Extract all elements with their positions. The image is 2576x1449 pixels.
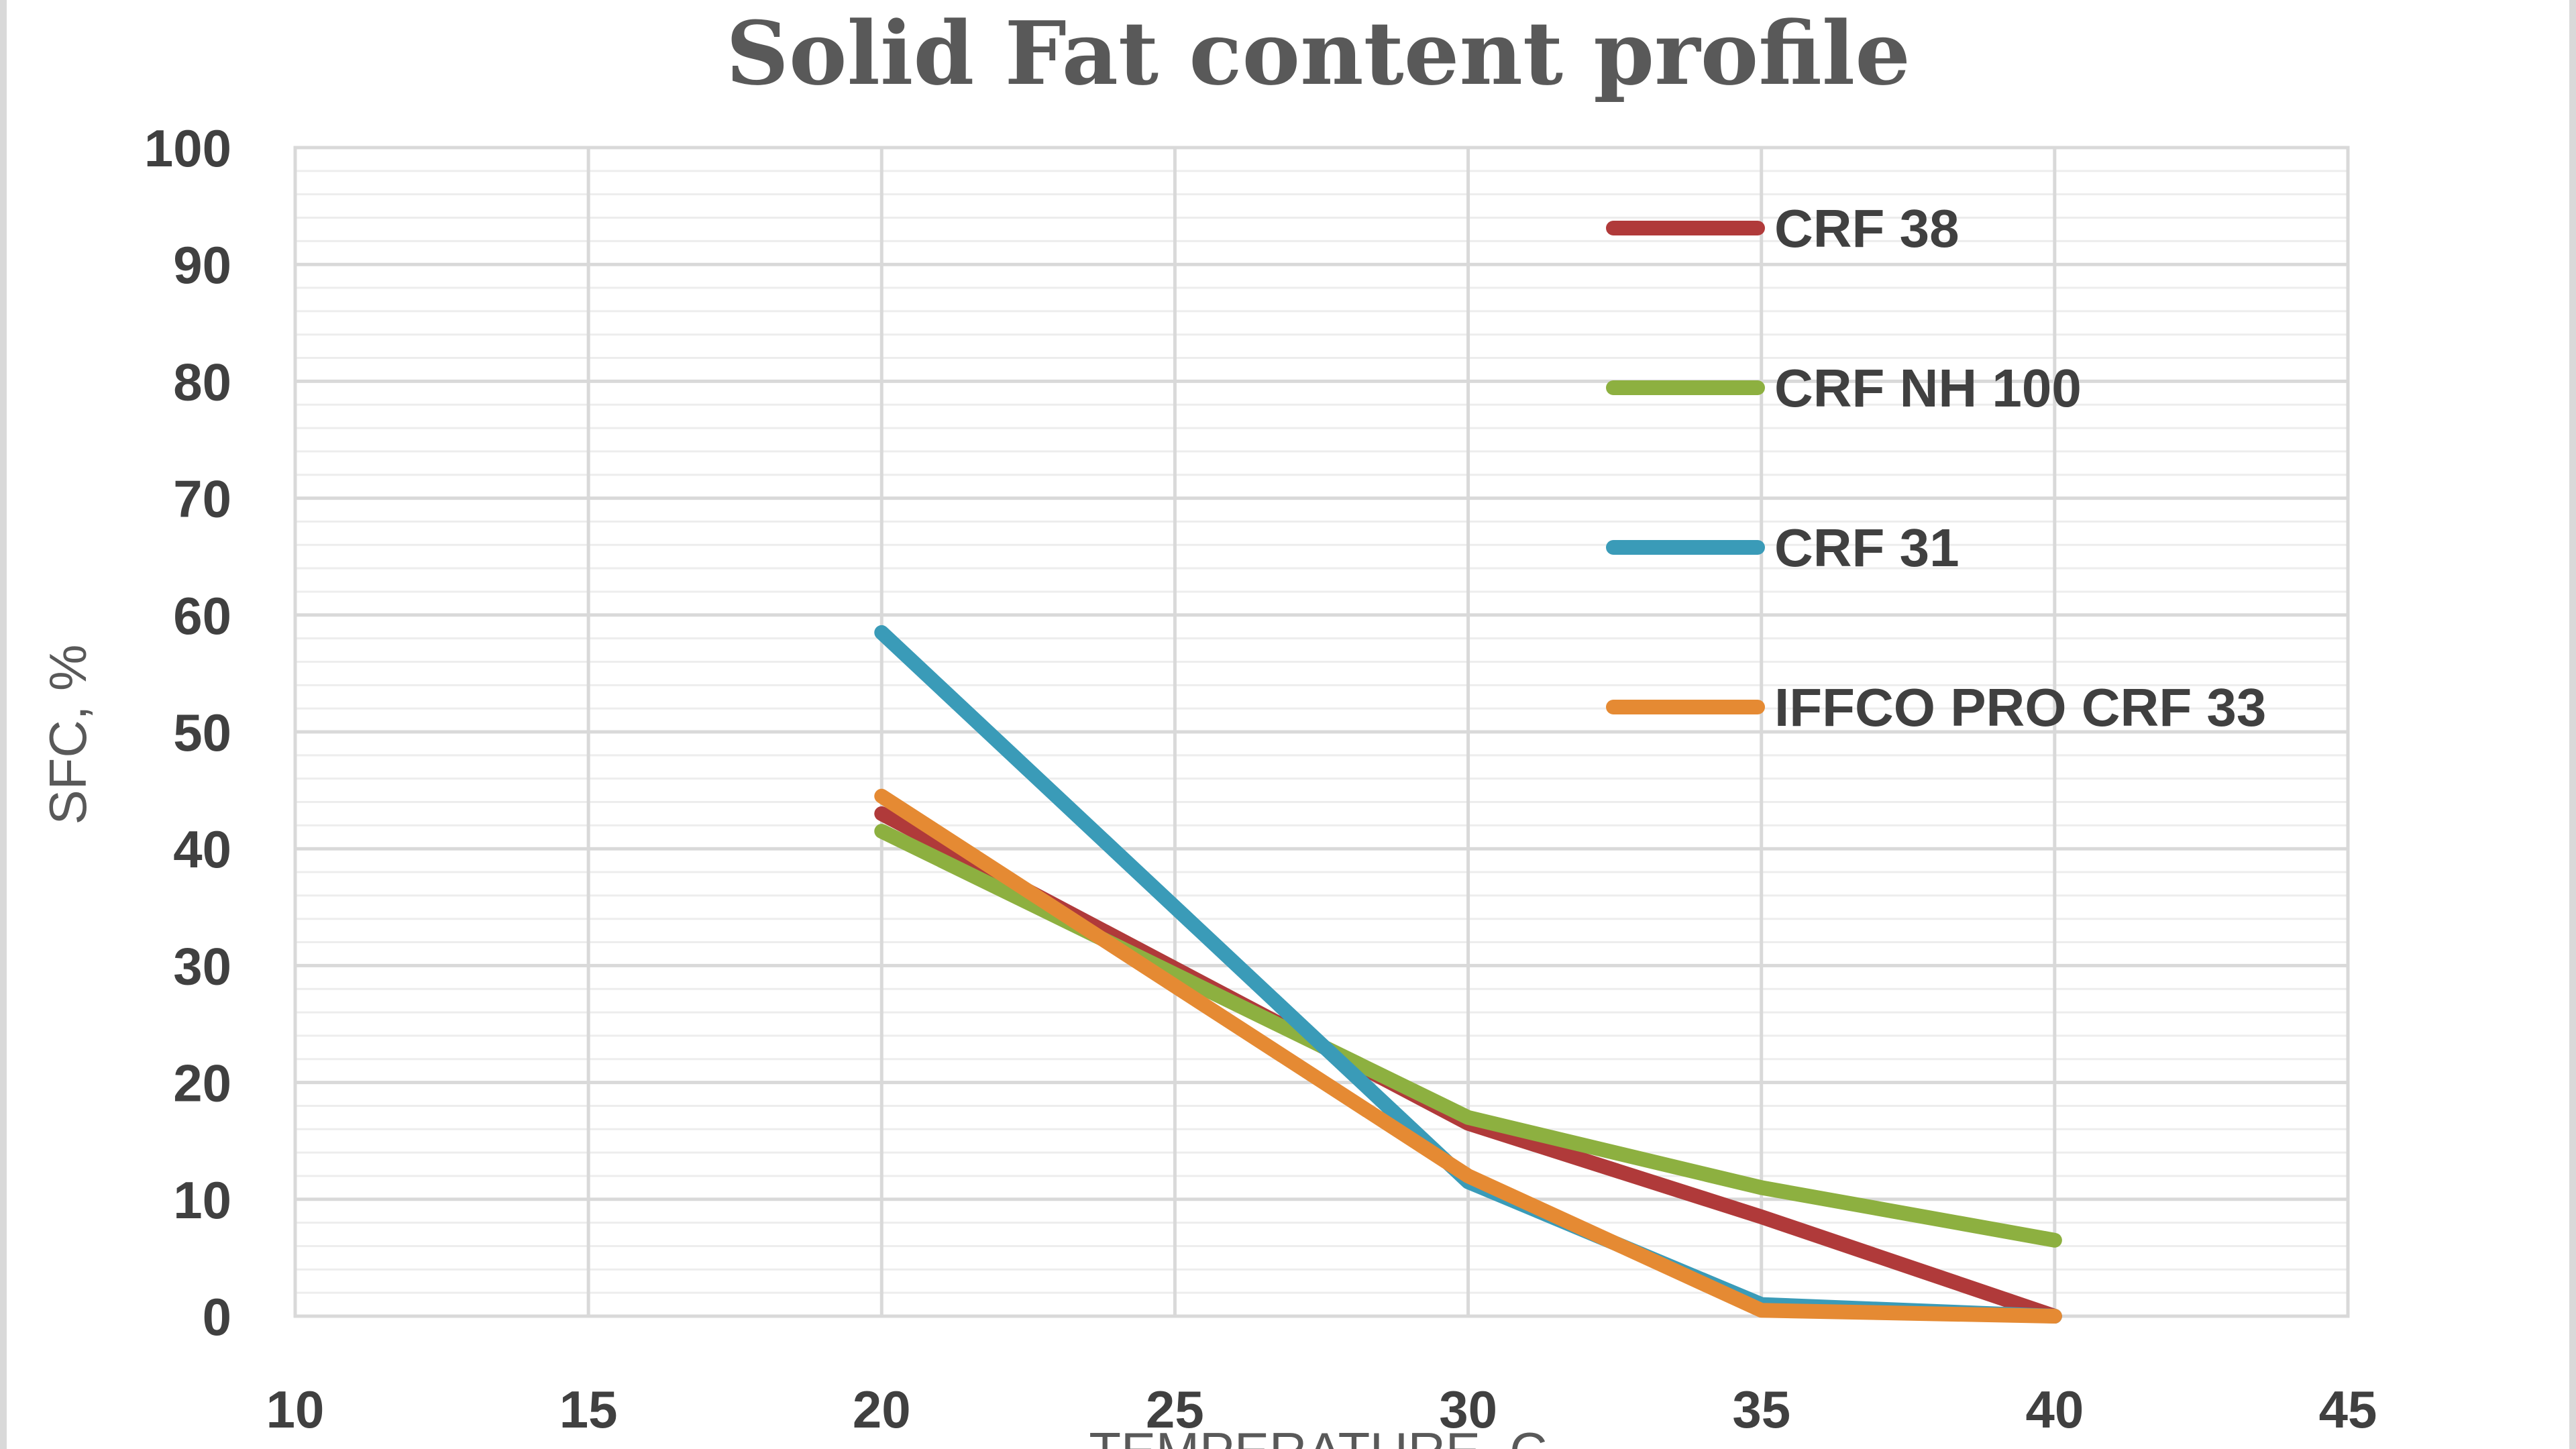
y-tick-label: 60 [173, 586, 231, 645]
y-tick-label: 10 [173, 1171, 231, 1230]
y-tick-label: 40 [173, 820, 231, 879]
legend: CRF 38 CRF NH 100 CRF 31 IFFCO PRO CRF 33 [1606, 199, 2266, 737]
y-tick-label: 50 [173, 703, 231, 762]
x-tick-label: 15 [559, 1380, 618, 1439]
y-tick-label: 100 [144, 119, 231, 178]
tick-layer: 0 10 20 30 40 50 60 70 80 90 100 10 15 20 25 30 35 40 45 [144, 119, 2377, 1439]
chart-title: Solid Fat content profile [726, 2, 1911, 105]
x-tick-label: 10 [266, 1380, 325, 1439]
y-tick-label: 80 [173, 352, 231, 411]
x-tick-label: 45 [2319, 1380, 2377, 1439]
series-line [874, 824, 2062, 1248]
series-line [874, 788, 2062, 1324]
legend-label: CRF 31 [1774, 518, 1960, 578]
x-tick-label: 35 [1732, 1380, 1790, 1439]
y-tick-label: 0 [203, 1287, 231, 1346]
y-tick-label: 30 [173, 936, 231, 996]
chart-svg: Solid Fat content profile 0 10 20 30 40 50 60 7… [38, 2, 2377, 1449]
x-tick-label: 40 [2025, 1380, 2084, 1439]
y-tick-label: 20 [173, 1054, 231, 1113]
x-tick-label: 25 [1146, 1380, 1204, 1439]
series-layer [874, 625, 2062, 1324]
y-tick-label: 90 [173, 235, 231, 294]
legend-label: CRF NH 100 [1774, 358, 2082, 418]
y-tick-label: 70 [173, 470, 231, 529]
y-axis-label: SFC, % [38, 645, 97, 825]
x-axis-label: TEMPERATURE, C [1089, 1421, 1547, 1449]
x-tick-label: 30 [1439, 1380, 1497, 1439]
legend-label: CRF 38 [1774, 199, 1960, 258]
legend-label: IFFCO PRO CRF 33 [1774, 678, 2266, 737]
x-tick-label: 20 [853, 1380, 911, 1439]
